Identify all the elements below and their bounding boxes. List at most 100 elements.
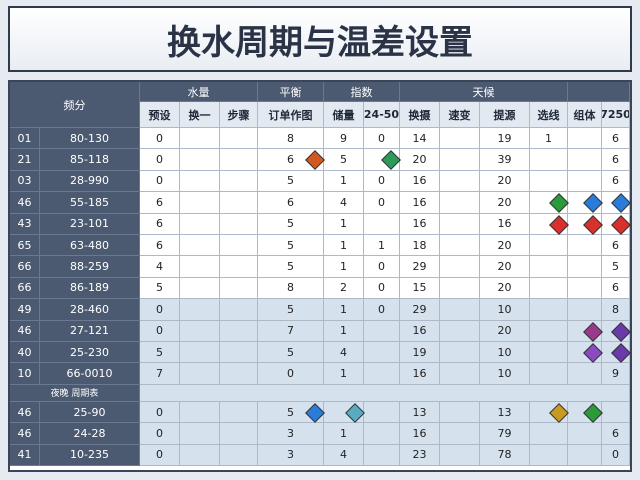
cell <box>364 401 400 424</box>
cell <box>220 170 258 193</box>
cell: 46 <box>10 320 40 342</box>
cell: 20 <box>480 320 530 342</box>
cell: 20 <box>480 277 530 300</box>
cell <box>440 320 480 342</box>
cell: 1 <box>324 423 364 445</box>
cell: 6 <box>602 235 630 257</box>
cell: 0 <box>140 170 180 193</box>
cell: 10 <box>480 363 530 385</box>
cell: 27-121 <box>40 320 140 342</box>
cell <box>568 363 602 385</box>
column-header: 步骤 <box>220 102 258 128</box>
cell: 25-90 <box>40 401 140 424</box>
cell: 16 <box>400 363 440 385</box>
cell <box>220 401 258 424</box>
group-header: 水量 <box>140 82 258 102</box>
column-header: 提源 <box>480 102 530 128</box>
cell: 28-460 <box>40 299 140 321</box>
cell: 0 <box>364 128 400 150</box>
cell <box>530 342 568 364</box>
group-header: 指数 <box>324 82 400 102</box>
cell: 20 <box>480 256 530 278</box>
cell: 5 <box>258 170 324 193</box>
cell: 0 <box>364 256 400 278</box>
title: 换水周期与温差设置 <box>8 6 632 72</box>
cell <box>220 423 258 445</box>
cell: 5 <box>258 213 324 235</box>
cell <box>440 256 480 278</box>
cell <box>220 277 258 300</box>
cell: 23 <box>400 444 440 467</box>
cell: 16 <box>400 213 440 235</box>
cell: 10 <box>10 363 40 385</box>
cell <box>568 235 602 257</box>
cell: 8 <box>258 277 324 300</box>
section-label: 夜晚 周期表 <box>10 384 140 402</box>
cell: 66-0010 <box>40 363 140 385</box>
cell: 0 <box>364 170 400 193</box>
cell: 10 <box>480 342 530 364</box>
cell <box>530 423 568 445</box>
cell: 6 <box>602 149 630 171</box>
cell <box>180 277 220 300</box>
cell: 6 <box>140 235 180 257</box>
cell: 21 <box>10 149 40 171</box>
cell: 16 <box>400 192 440 214</box>
cell: 5 <box>258 342 324 364</box>
cell: 78 <box>480 444 530 467</box>
cell: 41 <box>10 444 40 467</box>
cell <box>364 213 400 235</box>
column-header: 7250 <box>602 102 630 128</box>
cell: 63-480 <box>40 235 140 257</box>
group-header <box>568 82 630 102</box>
cell <box>530 444 568 467</box>
group-header: 平衡 <box>258 82 324 102</box>
cell: 66 <box>10 256 40 278</box>
cell: 20 <box>480 170 530 193</box>
cell: 1 <box>530 128 568 150</box>
cell: 23-101 <box>40 213 140 235</box>
cell <box>180 299 220 321</box>
table: 频分 水量 平衡 指数 天候 预设 换一 步骤 订单作图 储量 24-50 换摄 速变 提源 选线 组体 725… <box>8 80 632 472</box>
cell: 29 <box>400 299 440 321</box>
cell <box>180 192 220 214</box>
cell <box>220 342 258 364</box>
cell: 20 <box>480 235 530 257</box>
cell: 5 <box>140 342 180 364</box>
cell <box>568 128 602 150</box>
cell: 55-185 <box>40 192 140 214</box>
cell: 01 <box>10 128 40 150</box>
cell <box>440 401 480 424</box>
column-header: 换摄 <box>400 102 440 128</box>
cell: 49 <box>10 299 40 321</box>
cell <box>530 256 568 278</box>
cell <box>180 149 220 171</box>
cell <box>220 256 258 278</box>
cell <box>440 444 480 467</box>
cell: 16 <box>400 170 440 193</box>
cell: 80-130 <box>40 128 140 150</box>
cell: 88-259 <box>40 256 140 278</box>
cell <box>180 256 220 278</box>
cell <box>364 423 400 445</box>
cell <box>440 128 480 150</box>
cell: 6 <box>602 423 630 445</box>
cell <box>568 423 602 445</box>
cell: 10 <box>480 299 530 321</box>
cell: 25-230 <box>40 342 140 364</box>
column-header: 订单作图 <box>258 102 324 128</box>
column-header: 组体 <box>568 102 602 128</box>
cell <box>220 363 258 385</box>
corner-header: 频分 <box>10 82 140 128</box>
cell: 40 <box>10 342 40 364</box>
column-header: 选线 <box>530 102 568 128</box>
cell: 20 <box>400 149 440 171</box>
cell: 8 <box>258 128 324 150</box>
cell <box>440 342 480 364</box>
cell: 7 <box>140 363 180 385</box>
cell <box>440 277 480 300</box>
cell: 85-118 <box>40 149 140 171</box>
cell: 4 <box>324 192 364 214</box>
cell: 28-990 <box>40 170 140 193</box>
